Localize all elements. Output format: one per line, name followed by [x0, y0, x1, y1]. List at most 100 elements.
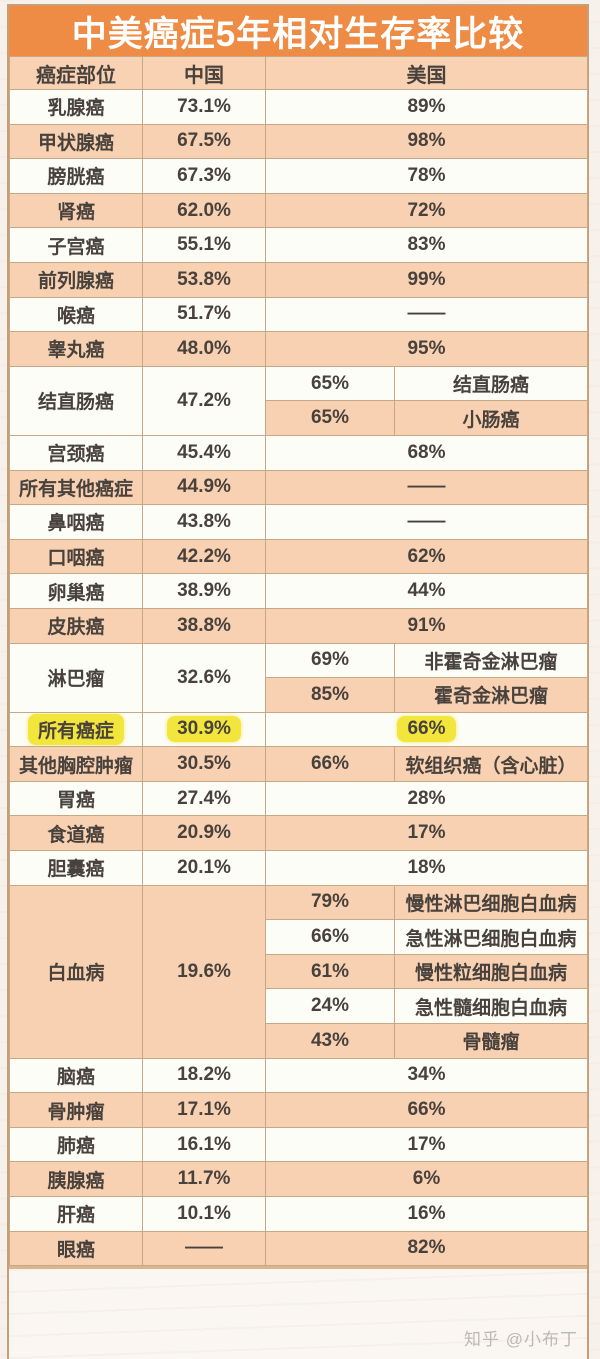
cell-usa-rate: 62% [265, 538, 588, 575]
cell-usa-rate: 69% [265, 642, 395, 679]
cell-china-rate: 30.9% [142, 711, 266, 748]
cell-usa-rate: 82% [265, 1230, 588, 1267]
cell-china-rate: 38.8% [142, 607, 266, 644]
cell-china-rate: 73.1% [142, 89, 266, 125]
table-row: 卵巢癌 38.9% 44% [9, 573, 588, 609]
cell-cancer-site: 肝癌 [9, 1196, 143, 1232]
table-row: 食道癌 20.9% 17% [9, 815, 588, 852]
table-row: 皮肤癌 38.8% 91% [9, 607, 588, 644]
cell-china-rate: 44.9% [142, 469, 266, 506]
cell-usa-rate: 43% [265, 1023, 395, 1059]
cell-cancer-site: 鼻咽癌 [9, 504, 143, 540]
table-row: 白血病 19.6% 79% 慢性淋巴细胞白血病 [9, 884, 588, 1059]
table-row: 宫颈癌 45.4% 68% [9, 434, 588, 471]
table-subrow: 66% 急性淋巴细胞白血病 [10, 919, 588, 955]
table-row: 肝癌 10.1% 16% [9, 1196, 588, 1232]
highlight-mark: 30.9% [167, 716, 241, 743]
cell-usa-rate: 6% [265, 1161, 588, 1197]
cell-usa-rate: 66% [265, 919, 395, 955]
cell-usa-rate: 68% [265, 434, 588, 471]
cell-cancer-site: 喉癌 [9, 296, 143, 333]
cell-china-rate: 18.2% [142, 1057, 266, 1094]
cell-usa-rate: 99% [265, 261, 588, 298]
cell-usa-rate: 44% [265, 573, 588, 609]
cell-china-rate: 11.7% [142, 1161, 266, 1197]
table-row: 淋巴瘤 32.6% 69% 非霍奇金淋巴瘤 [9, 642, 588, 713]
cell-cancer-site: 胃癌 [9, 780, 143, 817]
table-row: 胰腺癌 11.7% 6% [9, 1161, 588, 1197]
cell-cancer-site: 皮肤癌 [9, 607, 143, 644]
cell-usa-rate: 95% [265, 331, 588, 367]
cell-china-rate: 67.3% [142, 158, 266, 194]
cell-usa-site: 软组织癌（含心脏） [394, 746, 588, 782]
cell-usa-site: 小肠癌 [394, 400, 588, 436]
cell-usa-rate: 98% [265, 123, 588, 160]
cell-usa-rate: 72% [265, 192, 588, 229]
cell-cancer-site: 肺癌 [9, 1126, 143, 1163]
table-row: 胆囊癌 20.1% 18% [9, 850, 588, 886]
cell-usa-rate: —— [265, 504, 588, 540]
cell-usa-rate: 85% [265, 677, 395, 713]
table-row: 所有癌症 30.9% 66% [9, 711, 588, 748]
cell-cancer-site: 膀胱癌 [9, 158, 143, 194]
cell-china-rate: 17.1% [142, 1092, 266, 1128]
table-row: 乳腺癌 73.1% 89% [9, 89, 588, 125]
cell-china-rate: 45.4% [142, 434, 266, 471]
cell-usa-rate: 16% [265, 1196, 588, 1232]
cell-usa-rate: 66% [265, 746, 395, 782]
title-bar: 中美癌症5年相对生存率比较 [9, 6, 587, 56]
cell-cancer-site: 胆囊癌 [9, 850, 143, 886]
table-subrow: 61% 慢性粒细胞白血病 [10, 953, 588, 990]
cell-cancer-site: 胰腺癌 [9, 1161, 143, 1197]
cell-china-rate: 42.2% [142, 538, 266, 575]
cell-cancer-site: 睾丸癌 [9, 331, 143, 367]
cell-china-rate: 19.6% [142, 884, 266, 1059]
cell-usa-site: 急性髓细胞白血病 [394, 988, 588, 1025]
cell-usa-rate: 28% [265, 780, 588, 817]
table-row: 脑癌 18.2% 34% [9, 1057, 588, 1094]
cell-cancer-site: 乳腺癌 [9, 89, 143, 125]
header-china: 中国 [142, 56, 266, 90]
cell-cancer-site: 食道癌 [9, 815, 143, 852]
table-row: 肺癌 16.1% 17% [9, 1126, 588, 1163]
cell-cancer-site: 骨肿瘤 [9, 1092, 143, 1128]
page-title: 中美癌症5年相对生存率比较 [71, 14, 525, 54]
table-row: 所有其他癌症 44.9% —— [9, 469, 588, 506]
cell-usa-rate: —— [265, 469, 588, 506]
cell-cancer-site: 子宫癌 [9, 227, 143, 263]
cell-usa-rate: 65% [265, 365, 395, 402]
table-subrow: 85% 霍奇金淋巴瘤 [10, 677, 588, 713]
table-row: 甲状腺癌 67.5% 98% [9, 123, 588, 160]
watermark: 知乎 @小布丁 [464, 1330, 578, 1349]
table-row: 膀胱癌 67.3% 78% [9, 158, 588, 194]
cell-cancer-site: 眼癌 [9, 1230, 143, 1267]
cell-china-rate: 51.7% [142, 296, 266, 333]
table-subrow: 65% 小肠癌 [10, 400, 588, 436]
cell-usa-site: 慢性淋巴细胞白血病 [394, 884, 588, 921]
cell-usa-rate: 61% [265, 953, 395, 990]
cell-usa-site: 骨髓瘤 [394, 1023, 588, 1059]
cell-cancer-site: 结直肠癌 [9, 365, 143, 436]
cell-cancer-site: 淋巴瘤 [9, 642, 143, 713]
cell-usa-site: 霍奇金淋巴瘤 [394, 677, 588, 713]
cell-cancer-site: 白血病 [9, 884, 143, 1059]
cell-china-rate: 10.1% [142, 1196, 266, 1232]
table-subrow: 24% 急性髓细胞白血病 [10, 988, 588, 1025]
footer-area: 知乎 @小布丁 [9, 1269, 587, 1359]
cell-usa-rate: 66% [265, 711, 588, 748]
table-row: 其他胸腔肿瘤 30.5% 66% 软组织癌（含心脏） [9, 746, 588, 782]
cell-china-rate: 55.1% [142, 227, 266, 263]
cell-usa-site: 非霍奇金淋巴瘤 [394, 642, 588, 679]
cell-cancer-site: 所有癌症 [9, 711, 143, 748]
cell-usa-rate: 66% [265, 1092, 588, 1128]
cell-china-rate: 48.0% [142, 331, 266, 367]
cell-china-rate: 53.8% [142, 261, 266, 298]
highlight-mark: 66% [397, 716, 456, 743]
cell-usa-rate: 34% [265, 1057, 588, 1094]
table-body: 乳腺癌 73.1% 89% 甲状腺癌 67.5% 98% 膀胱癌 67.3% 78% 肾癌 62.0… [9, 89, 588, 1267]
header-usa: 美国 [265, 56, 588, 90]
cell-usa-rate: 17% [265, 1126, 588, 1163]
table-header-row: 癌症部位 中国 美国 [9, 56, 588, 90]
cell-china-rate: 16.1% [142, 1126, 266, 1163]
